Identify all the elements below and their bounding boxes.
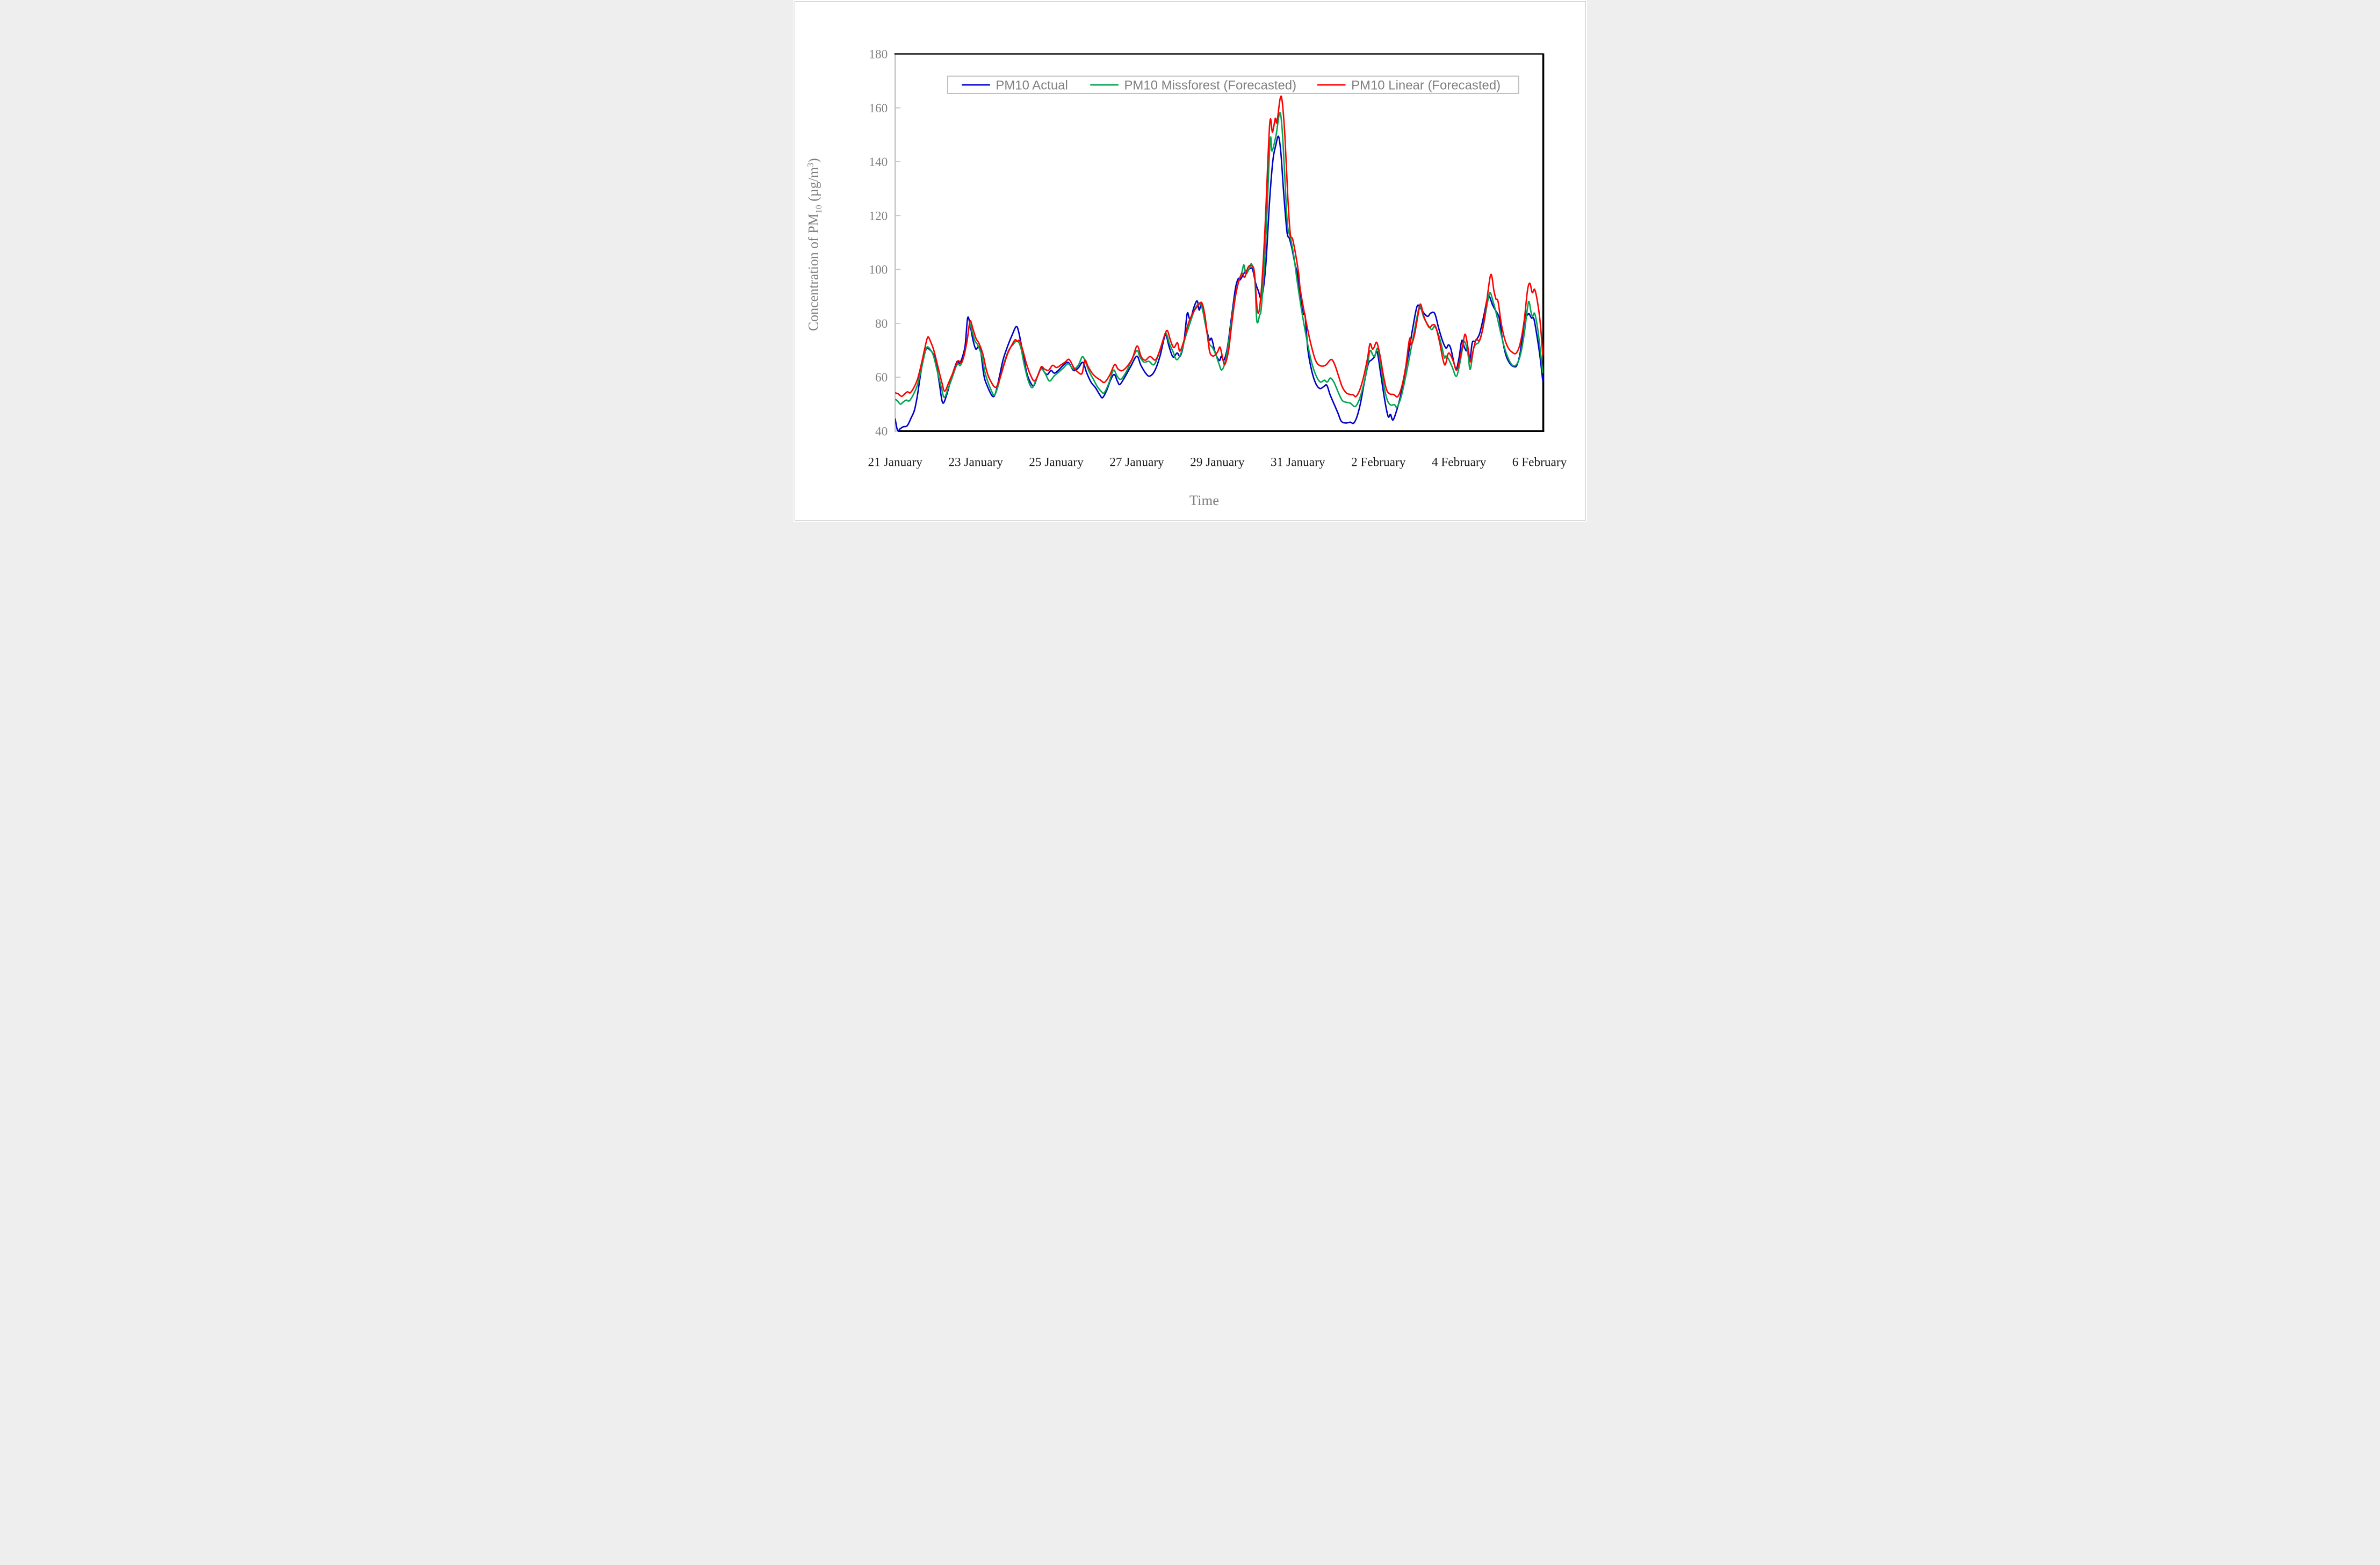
y-tick-label: 80 — [875, 317, 887, 331]
y-tick-label: 40 — [875, 424, 887, 438]
legend-label: PM10 Actual — [996, 78, 1068, 93]
x-axis-title: Time — [1189, 492, 1218, 508]
x-tick-label: 27 January — [1109, 456, 1164, 470]
y-tick-label: 160 — [869, 102, 888, 116]
series-line-pm10-actual — [895, 135, 1544, 432]
x-tick-label: 29 January — [1190, 456, 1245, 470]
page: 40 60 80 100 120 140 160 180 21 January 23 Janua… — [793, 0, 1587, 522]
y-tick-labels: 40 60 80 100 120 140 160 180 — [869, 48, 888, 439]
y-tick-label: 120 — [869, 209, 888, 223]
legend-label: PM10 Linear (Forecasted) — [1351, 78, 1501, 93]
x-tick-label: 21 January — [868, 456, 922, 470]
series-line-pm10-missforest-forecasted- — [895, 112, 1544, 408]
x-tick-label: 6 February — [1512, 456, 1567, 470]
x-tick-labels: 21 January 23 January 25 January 27 January… — [868, 456, 1567, 470]
legend-box — [947, 75, 1519, 94]
series-lines — [895, 95, 1544, 432]
x-tick-label: 25 January — [1029, 456, 1084, 470]
series-line-pm10-linear-forecasted- — [895, 95, 1544, 398]
y-axis-title: Concentration of PM10 (µg/m3) — [805, 158, 824, 331]
pm10-line-chart: 40 60 80 100 120 140 160 180 21 January 23 Janua… — [805, 48, 1567, 509]
legend-label: PM10 Missforest (Forecasted) — [1124, 78, 1296, 93]
chart-frame: 40 60 80 100 120 140 160 180 21 January 23 Janua… — [794, 1, 1586, 521]
x-tick-label: 23 January — [948, 456, 1003, 470]
y-tick-label: 180 — [869, 48, 888, 62]
x-tick-label: 4 February — [1431, 456, 1486, 470]
x-tick-label: 31 January — [1271, 456, 1325, 470]
y-tick-label: 100 — [869, 263, 888, 277]
y-tick-label: 60 — [875, 371, 887, 385]
axes — [894, 53, 1544, 432]
x-tick-label: 2 February — [1351, 456, 1405, 470]
legend: PM10 Actual PM10 Missforest (Forecasted) P… — [947, 75, 1519, 94]
y-axis-ticks — [895, 107, 900, 432]
y-tick-label: 140 — [869, 155, 888, 169]
